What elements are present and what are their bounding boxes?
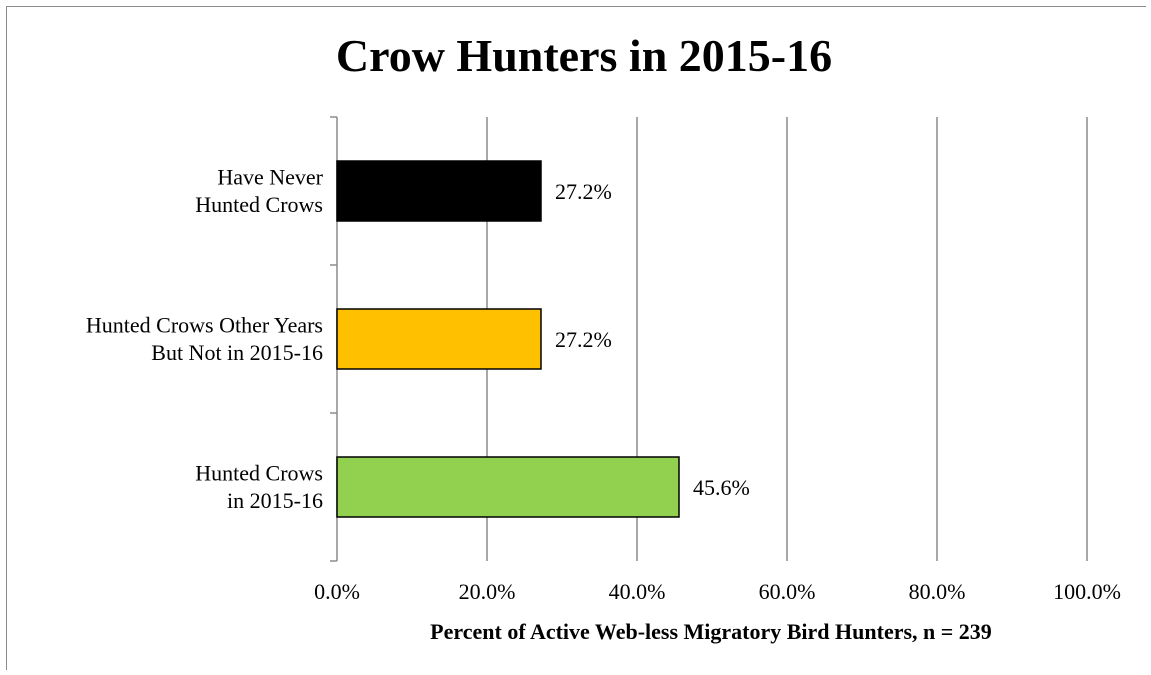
x-tick-label-2: 40.0%	[609, 579, 666, 604]
x-tick-label-5: 100.0%	[1053, 579, 1121, 604]
bars	[336, 160, 680, 518]
x-tick-label-3: 60.0%	[759, 579, 816, 604]
x-tick-label-4: 80.0%	[909, 579, 966, 604]
data-label-3: 45.6%	[693, 475, 750, 500]
category-label-1: Have Never Hunted Crows	[195, 164, 323, 217]
x-tick-label-1: 20.0%	[459, 579, 516, 604]
x-axis-label: Percent of Active Web-less Migratory Bir…	[430, 619, 992, 644]
data-labels: 27.2% 27.2% 45.6%	[555, 179, 750, 500]
bar-2	[336, 308, 542, 370]
category-label-line: Have Never	[217, 164, 323, 189]
chart-frame: Crow Hunters in 2015-16 Have Never Hunted…	[6, 6, 1146, 670]
chart-title: Crow Hunters in 2015-16	[336, 30, 832, 81]
bar-chart: Crow Hunters in 2015-16 Have Never Hunted…	[86, 30, 1121, 644]
category-label-line: Hunted Crows Other Years	[86, 312, 323, 337]
x-tick-label-0: 0.0%	[314, 579, 360, 604]
data-label-2: 27.2%	[555, 327, 612, 352]
category-label-line: in 2015-16	[227, 488, 323, 513]
category-labels: Have Never Hunted Crows Hunted Crows Other…	[86, 164, 324, 513]
category-label-2: Hunted Crows Other Years But Not in 2015-…	[86, 312, 323, 365]
x-tick-labels: 0.0% 20.0% 40.0% 60.0% 80.0% 100.0%	[314, 579, 1121, 604]
category-label-line: But Not in 2015-16	[151, 340, 323, 365]
category-label-line: Hunted Crows	[195, 192, 323, 217]
category-label-line: Hunted Crows	[195, 460, 323, 485]
bar-3	[336, 456, 680, 518]
data-label-1: 27.2%	[555, 179, 612, 204]
bar-1	[336, 160, 542, 222]
y-axis	[330, 116, 338, 562]
category-label-3: Hunted Crows in 2015-16	[195, 460, 323, 513]
